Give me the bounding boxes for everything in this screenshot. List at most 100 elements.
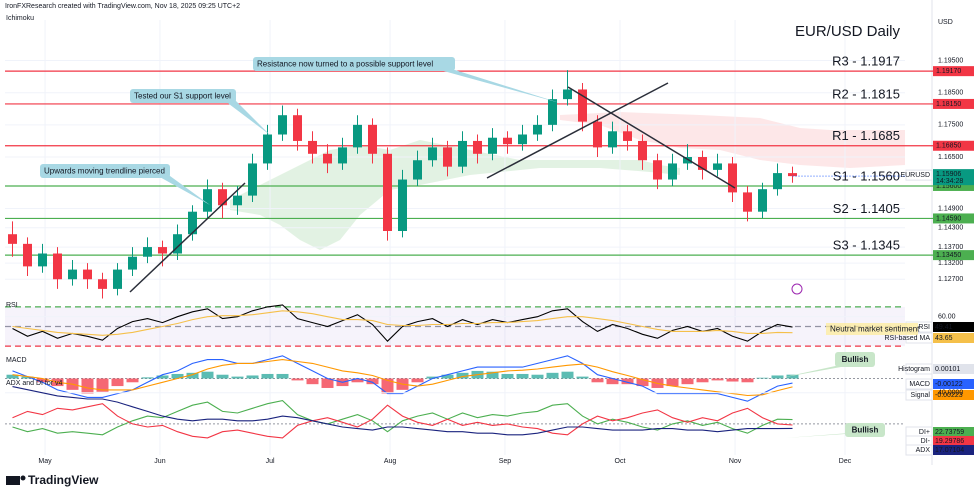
histogram-bar bbox=[636, 378, 649, 387]
candle-body bbox=[98, 279, 107, 289]
level-label: R1 - 1.1685 bbox=[832, 128, 900, 143]
histogram-bar bbox=[531, 374, 544, 379]
level-tag bbox=[933, 213, 974, 224]
value-tag-label: 17.07104 bbox=[935, 447, 964, 454]
histogram-bar bbox=[726, 378, 739, 382]
candle-body bbox=[458, 140, 467, 167]
level-tag-label: 1.13450 bbox=[936, 252, 961, 259]
candle-body bbox=[368, 124, 377, 154]
x-tick-label: Nov bbox=[729, 458, 742, 465]
candle-body bbox=[758, 189, 767, 212]
histogram-bar bbox=[666, 378, 679, 387]
value-tag-label: 49.41 bbox=[935, 324, 953, 331]
histogram-bar bbox=[81, 378, 94, 394]
candle-body bbox=[323, 153, 332, 164]
candle-body bbox=[188, 211, 197, 235]
callout-text: Upwards moving trendline pierced bbox=[44, 167, 165, 176]
histogram-bar bbox=[516, 373, 529, 379]
indicator-name: Ichimoku bbox=[6, 15, 34, 22]
histogram-bar bbox=[741, 378, 754, 383]
y-tick-label: 1.17500 bbox=[938, 122, 963, 129]
candle-body bbox=[8, 234, 17, 244]
candle-body bbox=[158, 247, 167, 254]
callout-pointer bbox=[780, 365, 852, 378]
histogram-bar bbox=[576, 376, 589, 379]
level-tag-label: 1.14590 bbox=[936, 215, 961, 222]
histogram-bar bbox=[621, 378, 634, 385]
histogram-bar bbox=[606, 378, 619, 385]
histogram-bar bbox=[486, 371, 499, 379]
symbol-label: EURUSD bbox=[900, 172, 930, 179]
candle-body bbox=[743, 192, 752, 212]
x-tick-label: Oct bbox=[615, 458, 626, 465]
candle-body bbox=[233, 195, 242, 206]
tag-name-box bbox=[905, 389, 933, 401]
callout-box bbox=[835, 352, 875, 367]
pane-title: MACD bbox=[6, 357, 27, 364]
candle-body bbox=[308, 140, 317, 154]
trendline bbox=[567, 86, 736, 189]
x-tick-label: Dec bbox=[839, 458, 852, 465]
histogram-bar bbox=[786, 374, 799, 379]
candle-body bbox=[293, 115, 302, 141]
candle-body bbox=[608, 131, 617, 148]
level-label: S3 - 1.1345 bbox=[833, 238, 900, 253]
candle-body bbox=[53, 253, 62, 280]
level-label: S1 - 1.1560 bbox=[833, 168, 900, 183]
histogram-bar bbox=[186, 372, 199, 379]
candle-body bbox=[518, 134, 527, 145]
histogram-bar bbox=[681, 378, 694, 385]
callout-text: Tested our S1 support level bbox=[134, 92, 231, 101]
level-tag-label: 1.16850 bbox=[936, 143, 961, 150]
value-tag bbox=[933, 379, 974, 389]
level-label: R2 - 1.1815 bbox=[832, 86, 900, 101]
histogram-bar bbox=[561, 371, 574, 379]
footer: TradingView bbox=[6, 473, 99, 487]
last-price-label: 1.15906 bbox=[936, 171, 961, 178]
candle-body bbox=[773, 173, 782, 190]
candle-body bbox=[413, 160, 422, 180]
plot-area: May Jun Jul Aug Sep Oct Nov Dec 1.19500 1.18500 1.… bbox=[5, 20, 974, 465]
series-line bbox=[12, 355, 793, 402]
symbol-tag bbox=[905, 169, 933, 181]
value-tag-label: 19.29786 bbox=[935, 438, 964, 445]
brand-logo bbox=[6, 476, 20, 485]
candle-body bbox=[428, 147, 437, 161]
candle-body bbox=[638, 140, 647, 161]
histogram-bar bbox=[201, 371, 214, 379]
tag-name-box bbox=[905, 378, 933, 390]
value-tag bbox=[933, 436, 974, 446]
candle-body bbox=[278, 115, 287, 135]
candle-body bbox=[668, 163, 677, 180]
histogram-bar bbox=[246, 375, 259, 379]
legend-entry: Histogram bbox=[898, 366, 930, 373]
candle-body bbox=[338, 147, 347, 164]
candle-body bbox=[83, 269, 92, 280]
candle-body bbox=[473, 140, 482, 154]
histogram-bar bbox=[6, 374, 19, 379]
last-price-tag bbox=[933, 169, 974, 186]
y-tick-label: 1.19500 bbox=[938, 57, 963, 64]
candle-body bbox=[173, 234, 182, 254]
histogram-bar bbox=[546, 372, 559, 379]
value-tag bbox=[933, 322, 974, 332]
x-tick-label: Sep bbox=[499, 458, 512, 465]
value-tag bbox=[933, 445, 974, 455]
candle-body bbox=[578, 89, 587, 122]
callouts: Resistance now turned to a possible supp… bbox=[40, 57, 920, 438]
candle-body bbox=[443, 147, 452, 167]
histogram-bar bbox=[711, 378, 724, 381]
pane-title: ADX and DI for v4 bbox=[6, 380, 63, 387]
annotation-highlight bbox=[826, 323, 918, 335]
series-line bbox=[12, 400, 793, 436]
brand-logo bbox=[20, 475, 26, 481]
histogram-bar bbox=[21, 376, 34, 379]
band-fill bbox=[5, 306, 905, 347]
value-tag-label: -0.00122 bbox=[935, 381, 963, 388]
credit: IronFXResearch created with TradingView.… bbox=[5, 3, 240, 10]
rsi-annotation: Neutral market sentiment bbox=[830, 325, 920, 334]
trendline bbox=[129, 182, 246, 293]
tag-name-box bbox=[905, 363, 933, 375]
level-tag bbox=[933, 98, 974, 109]
candle-body bbox=[728, 163, 737, 193]
